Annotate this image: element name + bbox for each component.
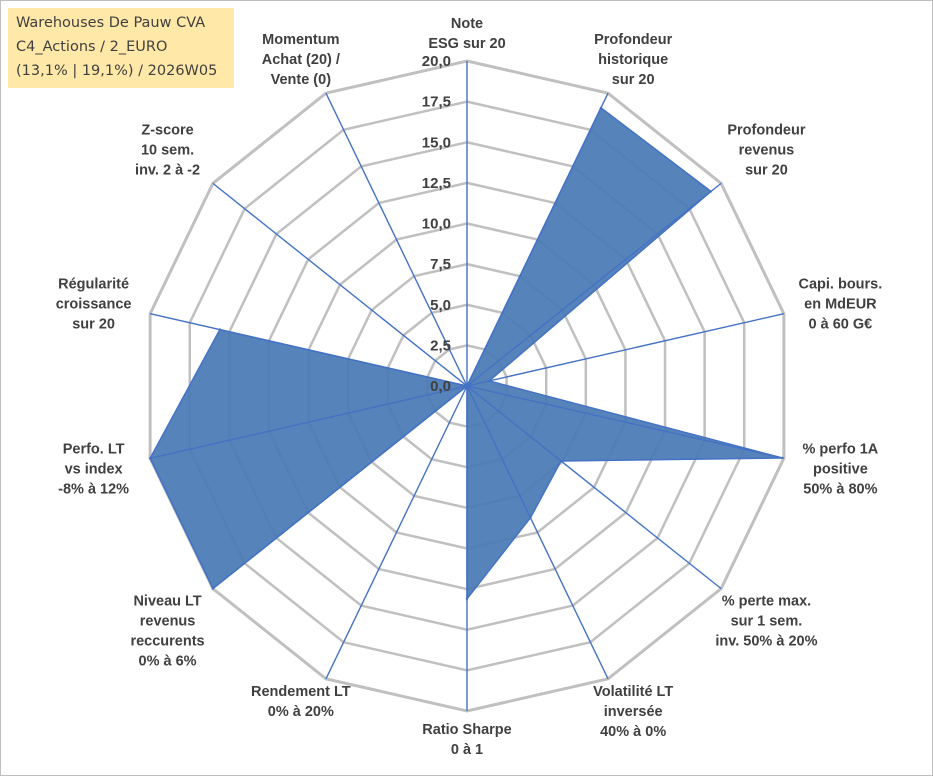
category-label: Note ESG sur 20 bbox=[428, 16, 505, 52]
series-layer bbox=[148, 106, 784, 602]
category-label-line: Achat (20) / bbox=[262, 52, 340, 68]
category-label-line: 40% à 0% bbox=[600, 724, 666, 740]
series-area bbox=[149, 106, 783, 602]
info-box: Warehouses De Pauw CVA C4_Actions / 2_EU… bbox=[8, 8, 234, 88]
category-label-line: Niveau LT bbox=[133, 594, 201, 610]
tick-label: 12,5 bbox=[422, 175, 451, 192]
category-label-line: sur 1 sem. bbox=[731, 614, 803, 630]
category-label: Régularité croissance sur 20 bbox=[56, 276, 132, 332]
category-label: Perfo. LT vs index -8% à 12% bbox=[58, 442, 129, 498]
category-label: Profondeur revenus sur 20 bbox=[727, 122, 805, 178]
tick-label: 10,0 bbox=[422, 216, 451, 233]
category-label: Niveau LT revenus reccurents 0% à 6% bbox=[130, 594, 204, 670]
category-label-line: inv. 50% à 20% bbox=[715, 634, 817, 650]
axis-spoke bbox=[466, 385, 609, 680]
axis-spoke bbox=[149, 312, 468, 387]
axis-spoke bbox=[466, 385, 785, 460]
axis-spoke bbox=[466, 385, 722, 590]
category-label-line: 10 sem. bbox=[141, 142, 194, 158]
info-stats: (13,1% | 19,1%) / 2026W05 bbox=[16, 63, 218, 79]
tick-label: 5,0 bbox=[430, 297, 451, 314]
category-label: Rendement LT 0% à 20% bbox=[251, 684, 351, 720]
tick-label: 20,0 bbox=[422, 53, 451, 70]
category-label-line: Momentum bbox=[262, 32, 339, 48]
tick-layer: 0,0 2,5 5,0 7,5 10,0 12,5 15,0 17,5 20,0 bbox=[422, 53, 451, 395]
category-label-line: Note bbox=[451, 16, 483, 32]
category-label-line: 0% à 20% bbox=[268, 704, 334, 720]
category-label-line: Vente (0) bbox=[271, 72, 332, 88]
category-label: Z-score 10 sem. inv. 2 à -2 bbox=[135, 122, 200, 178]
axis-spoke bbox=[466, 92, 609, 387]
category-label: % perfo 1A positive 50% à 80% bbox=[803, 442, 879, 498]
axis-spoke bbox=[212, 182, 468, 387]
category-label-line: Z-score bbox=[141, 122, 193, 138]
category-label-line: sur 20 bbox=[72, 316, 115, 332]
category-label-line: % perte max. bbox=[722, 594, 811, 610]
category-label-line: Régularité bbox=[58, 276, 129, 292]
category-label: Profondeur historique sur 20 bbox=[594, 32, 672, 88]
category-label-line: 0 à 1 bbox=[451, 742, 483, 758]
category-label-line: reccurents bbox=[130, 634, 204, 650]
axis-spoke bbox=[149, 385, 468, 460]
category-label-line: inversée bbox=[604, 704, 663, 720]
category-label: Ratio Sharpe 0 à 1 bbox=[422, 722, 511, 758]
category-label-line: ESG sur 20 bbox=[428, 36, 505, 52]
tick-label: 2,5 bbox=[430, 337, 451, 354]
category-label-line: 50% à 80% bbox=[803, 482, 877, 498]
category-label-line: vs index bbox=[65, 462, 123, 478]
category-label: % perte max. sur 1 sem. inv. 50% à 20% bbox=[715, 594, 817, 650]
category-label-line: Volatilité LT bbox=[593, 684, 673, 700]
category-label: Capi. bours. en MdEUR 0 à 60 G€ bbox=[798, 276, 882, 332]
category-label-layer: Note ESG sur 20 Profondeur historique sur 20… bbox=[56, 16, 883, 758]
category-label-line: croissance bbox=[56, 296, 132, 312]
category-label: Momentum Achat (20) / Vente (0) bbox=[262, 32, 340, 88]
tick-label: 0,0 bbox=[430, 378, 451, 395]
axis-spoke bbox=[466, 182, 722, 387]
category-label-line: positive bbox=[813, 462, 868, 478]
tick-label: 17,5 bbox=[422, 94, 451, 111]
category-label-line: Profondeur bbox=[727, 122, 805, 138]
category-label-line: inv. 2 à -2 bbox=[135, 162, 200, 178]
category-label-line: Perfo. LT bbox=[63, 442, 125, 458]
axis-spoke bbox=[212, 385, 468, 590]
tick-label: 7,5 bbox=[430, 256, 451, 273]
category-label-line: 0% à 6% bbox=[139, 654, 197, 670]
category-label-line: sur 20 bbox=[612, 72, 655, 88]
category-label-line: sur 20 bbox=[745, 162, 788, 178]
category-label-line: Rendement LT bbox=[251, 684, 351, 700]
category-label-line: Profondeur bbox=[594, 32, 672, 48]
category-label-line: Capi. bours. bbox=[798, 276, 882, 292]
info-portfolio: C4_Actions / 2_EURO bbox=[16, 39, 168, 55]
tick-label: 15,0 bbox=[422, 134, 451, 151]
category-label-line: revenus bbox=[140, 614, 196, 630]
category-label-line: % perfo 1A bbox=[803, 442, 879, 458]
info-title: Warehouses De Pauw CVA bbox=[16, 15, 206, 31]
category-label-line: 0 à 60 G€ bbox=[809, 316, 873, 332]
axis-spoke bbox=[325, 92, 468, 387]
category-label-line: revenus bbox=[739, 142, 795, 158]
axis-spoke bbox=[466, 312, 785, 387]
category-label-line: en MdEUR bbox=[804, 296, 877, 312]
category-label-line: historique bbox=[598, 52, 668, 68]
category-label: Volatilité LT inversée 40% à 0% bbox=[593, 684, 673, 740]
axis-spoke bbox=[325, 385, 468, 680]
axis-layer bbox=[149, 61, 785, 711]
category-label-line: Ratio Sharpe bbox=[422, 722, 511, 738]
category-label-line: -8% à 12% bbox=[58, 482, 129, 498]
